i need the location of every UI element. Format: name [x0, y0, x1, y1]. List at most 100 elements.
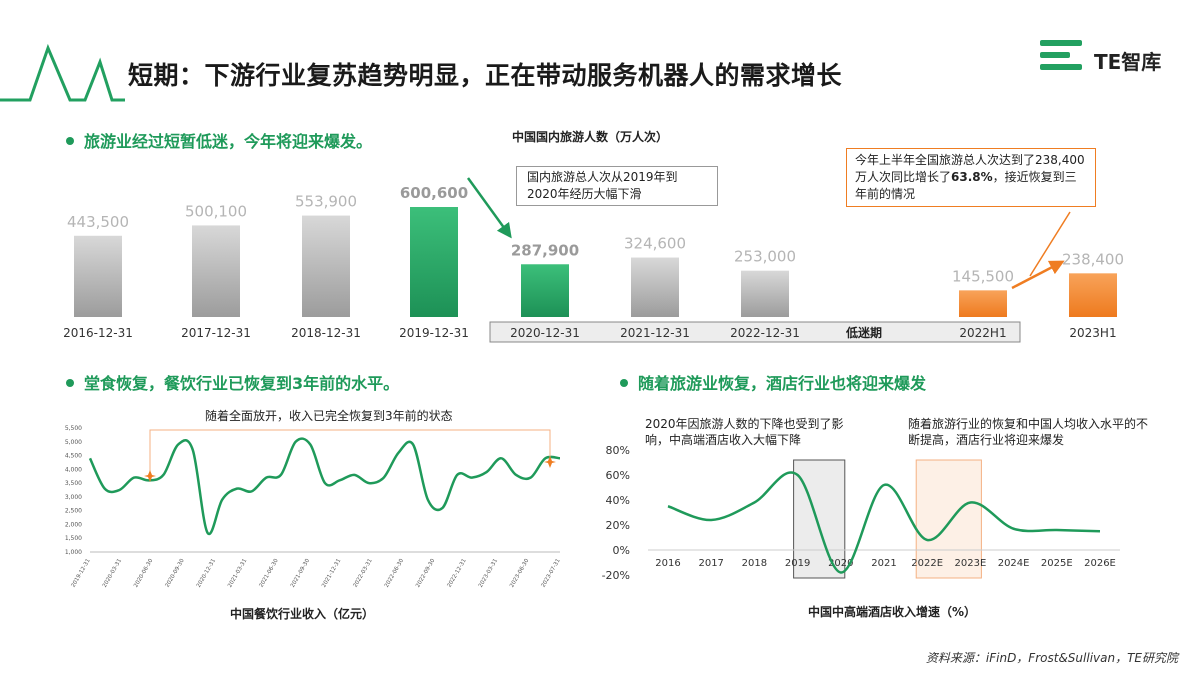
hotel-x-tick: 2022E	[911, 558, 943, 569]
bar-2018-12-31	[302, 215, 350, 317]
hotel-x-tick: 2026E	[1084, 558, 1116, 569]
logo-bar-icon	[1040, 40, 1082, 46]
hotel-x-tick: 2024E	[998, 558, 1030, 569]
catering-x-tick: 2020-12-31	[196, 558, 217, 589]
growth-arrow-icon	[1011, 260, 1065, 290]
catering-y-tick: 1,500	[65, 535, 82, 542]
catering-caption: 中国餐饮行业收入（亿元）	[230, 607, 375, 621]
catering-x-tick: 2023-07-31	[541, 558, 562, 589]
tourism-chart-title: 中国国内旅游人数（万人次）	[512, 130, 669, 144]
growth-note-connector	[1029, 211, 1071, 277]
hotel-y-tick: 20%	[606, 519, 630, 532]
hotel-x-tick: 2025E	[1041, 558, 1073, 569]
catering-series-line	[88, 437, 561, 536]
bullet-dot-icon	[620, 378, 628, 387]
star-marker-icon	[544, 456, 556, 468]
catering-x-tick: 2021-03-31	[227, 558, 248, 589]
bar-value-label: 443,500	[67, 213, 129, 231]
catering-line-chart: 5,500 5,000 4,500 4,000 3,500 3,000 2,500 2,000…	[65, 425, 562, 589]
growth-note-text: 今年上半年全国旅游总人次达到了238,400万人次同比增长了	[855, 153, 1085, 184]
hotel-x-tick: 2019	[785, 558, 810, 569]
hotel-y-tick: -20%	[602, 569, 630, 582]
catering-x-tick: 2022-09-30	[415, 558, 436, 589]
hotel-y-tick: 80%	[606, 444, 630, 457]
hotel-x-tick: 2018	[742, 558, 767, 569]
recovery-highlight-box	[915, 459, 982, 579]
bar-category-label: 2020-12-31	[510, 326, 580, 340]
tourism-bullet: 旅游业经过短暂低迷，今年将迎来爆发。	[66, 128, 372, 152]
growth-note: 今年上半年全国旅游总人次达到了238,400万人次同比增长了63.8%，接近恢复…	[846, 148, 1096, 207]
bar-value-label: 287,900	[511, 241, 579, 259]
bar-value-label: 324,600	[624, 235, 686, 253]
bar-2022-12-31	[741, 270, 789, 317]
decline-note: 国内旅游总人次从2019年到2020年经历大幅下滑	[516, 166, 718, 206]
hotel-y-tick: 60%	[606, 469, 630, 482]
bar-category-label: 2019-12-31	[399, 326, 469, 340]
logo-bar-icon	[1040, 64, 1082, 70]
catering-y-tick: 3,000	[65, 494, 82, 501]
growth-note-tail: ，接近恢复到三年前的情况	[855, 170, 1077, 201]
bar-category-label: 2018-12-31	[291, 326, 361, 340]
catering-y-tick: 5,000	[65, 439, 82, 446]
bar-category-label: 2023H1	[1069, 326, 1116, 340]
bar-category-label: 2016-12-31	[63, 326, 133, 340]
hotel-y-tick: 40%	[606, 494, 630, 507]
decline-arrow-icon	[466, 177, 512, 239]
bar-value-label: 500,100	[185, 202, 247, 220]
hotel-annotation-recovery: 随着旅游行业的恢复和中国人均收入水平的不断提高，酒店行业将迎来爆发	[908, 417, 1149, 447]
growth-pct: 63.8%	[951, 170, 993, 184]
bar-category-label: 2022H1	[959, 326, 1006, 340]
catering-x-tick: 2021-12-31	[321, 558, 342, 589]
low-period-label: 低迷期	[845, 325, 882, 340]
hotel-x-tick: 2017	[698, 558, 723, 569]
catering-x-tick: 2019-12-31	[71, 558, 92, 589]
bar-value-label: 600,600	[400, 184, 468, 202]
source-note: 资料来源：iFinD，Frost&Sullivan，TE研究院	[925, 651, 1178, 665]
catering-annotation: 随着全面放开，收入已完全恢复到3年前的状态	[205, 409, 453, 423]
logo-bar-icon	[1040, 52, 1070, 58]
catering-x-tick: 2022-06-30	[384, 558, 405, 589]
page-title: 短期：下游行业复苏趋势明显，正在带动服务机器人的需求增长	[128, 61, 843, 90]
bar-value-label: 238,400	[1062, 250, 1124, 268]
bar-2020-12-31	[521, 264, 569, 317]
catering-y-tick: 1,000	[65, 549, 82, 556]
star-marker-icon	[144, 470, 156, 482]
hotel-x-tick: 2023E	[955, 558, 987, 569]
catering-bracket	[149, 429, 551, 471]
bar-value-label: 253,000	[734, 248, 796, 266]
hotel-caption: 中国中高端酒店收入增速（%）	[808, 605, 977, 619]
catering-bullet: 堂食恢复，餐饮行业已恢复到3年前的水平。	[66, 370, 399, 394]
hotel-series-line	[667, 471, 1101, 574]
catering-x-tick: 2021-09-30	[290, 558, 311, 589]
catering-x-tick: 2021-06-30	[259, 558, 280, 589]
catering-x-tick: 2020-09-30	[165, 558, 186, 589]
logo-text: TE智库	[1094, 50, 1162, 74]
bar-category-label: 2021-12-31	[620, 326, 690, 340]
catering-x-tick: 2020-03-31	[102, 558, 123, 589]
hotel-line-chart: 80% 60% 40% 20% 0% -20% 2016 2017 2018 2019 2020 20…	[602, 444, 1120, 582]
hotel-annotation-2020: 2020年因旅游人数的下降也受到了影响，中高端酒店收入大幅下降	[645, 417, 844, 447]
hotel-bullet: 随着旅游业恢复，酒店行业也将迎来爆发	[620, 370, 926, 394]
bar-2023H1	[1069, 273, 1117, 317]
tourism-bar-chart: 低迷期 443,500 2016-12-31 500,100 2017-12-31 553…	[63, 177, 1124, 343]
bar-category-label: 2022-12-31	[730, 326, 800, 340]
catering-x-tick: 2022-12-31	[447, 558, 468, 589]
bullet-dot-icon	[66, 136, 74, 145]
catering-x-tick: 2023-03-31	[478, 558, 499, 589]
catering-y-tick: 2,000	[65, 521, 82, 528]
bar-category-label: 2017-12-31	[181, 326, 251, 340]
bar-value-label: 553,900	[295, 193, 357, 211]
bar-2016-12-31	[74, 235, 122, 317]
hotel-x-tick: 2021	[871, 558, 896, 569]
logo: TE智库	[1040, 38, 1190, 78]
hotel-bullet-text: 随着旅游业恢复，酒店行业也将迎来爆发	[638, 374, 927, 393]
hotel-x-tick: 2020	[828, 558, 853, 569]
bar-2017-12-31	[192, 225, 240, 317]
catering-y-tick: 5,500	[65, 425, 82, 432]
low-period-box	[489, 321, 1021, 343]
tourism-bullet-text: 旅游业经过短暂低迷，今年将迎来爆发。	[84, 132, 373, 151]
catering-bullet-text: 堂食恢复，餐饮行业已恢复到3年前的水平。	[84, 374, 400, 393]
catering-y-tick: 4,000	[65, 466, 82, 473]
bar-2021-12-31	[631, 257, 679, 317]
catering-x-tick: 2022-03-31	[353, 558, 374, 589]
